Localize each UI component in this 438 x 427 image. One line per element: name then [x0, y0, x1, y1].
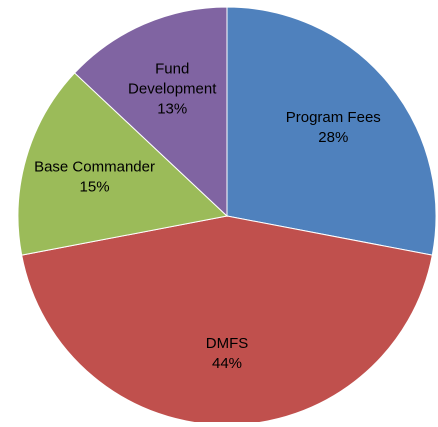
slice-value: 13%	[157, 100, 187, 117]
pie-slice	[21, 215, 433, 426]
pie-slice	[73, 6, 228, 218]
slice-value: 44%	[212, 355, 242, 372]
slice-label: Program Fees	[286, 109, 381, 126]
slice-value: 28%	[318, 129, 348, 146]
slice-label: Fund Development	[128, 60, 217, 97]
pie-slice	[17, 72, 229, 256]
label-line: Development	[128, 80, 217, 97]
slice-value: 15%	[80, 178, 110, 195]
label-line: Fund	[155, 60, 189, 77]
slice-label: DMFS	[206, 335, 249, 352]
pie-slice	[226, 6, 437, 256]
slice-label: Base Commander	[34, 158, 155, 175]
